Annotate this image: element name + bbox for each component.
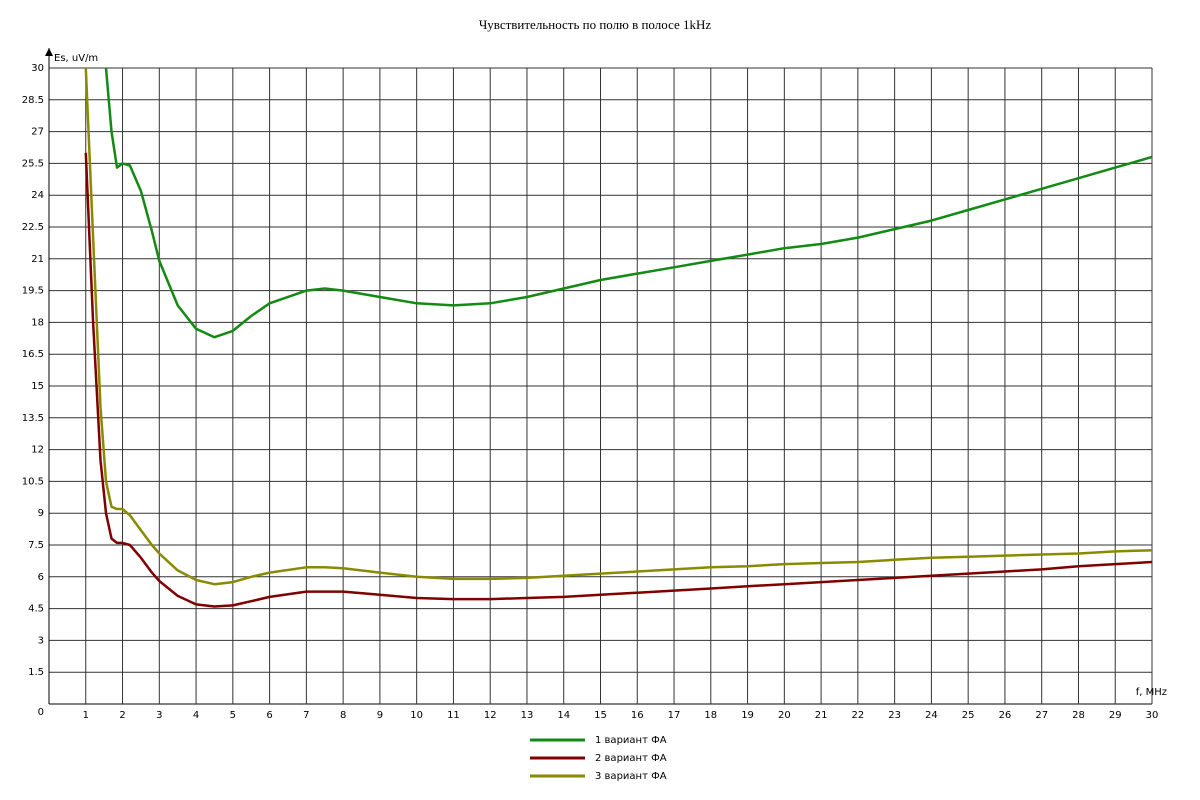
y-tick-label: 25.5: [22, 158, 44, 169]
x-tick-label: 13: [521, 710, 534, 721]
legend-label: 1 вариант ФА: [595, 735, 667, 746]
x-tick-label: 23: [888, 710, 901, 721]
y-tick-label: 19.5: [22, 286, 44, 297]
y-tick-label: 30: [31, 63, 44, 74]
y-tick-label: 7.5: [28, 540, 44, 551]
y-axis-label: Es, uV/m: [54, 53, 98, 64]
y-tick-label: 3: [38, 635, 44, 646]
x-tick-label: 26: [999, 710, 1012, 721]
x-tick-label: 30: [1146, 710, 1159, 721]
y-tick-label: 6: [38, 572, 44, 583]
series-line: [84, 152, 1152, 608]
y-tick-label: 4.5: [28, 604, 44, 615]
y-tick-label: 1.5: [28, 667, 44, 678]
y-tick-label: 22.5: [22, 222, 44, 233]
y-tick-label: 9: [38, 508, 44, 519]
x-tick-label: 28: [1072, 710, 1085, 721]
x-tick-label: 5: [230, 710, 236, 721]
x-tick-label: 9: [377, 710, 383, 721]
y-tick-label: 18: [31, 317, 44, 328]
x-tick-label: 16: [631, 710, 644, 721]
y-tick-label: 28.5: [22, 95, 44, 106]
x-tick-label: 4: [193, 710, 199, 721]
y-tick-label: 21: [31, 254, 44, 265]
x-tick-label: 8: [340, 710, 346, 721]
legend-label: 3 вариант ФА: [595, 771, 667, 782]
y-tick-label: 24: [31, 190, 44, 201]
x-tick-label: 3: [156, 710, 162, 721]
x-axis-label: f, MHz: [1136, 687, 1167, 698]
x-tick-label: 7: [303, 710, 309, 721]
x-tick-label: 27: [1035, 710, 1048, 721]
x-tick-label: 22: [851, 710, 864, 721]
x-tick-label: 20: [778, 710, 791, 721]
y-tick-label: 13.5: [22, 413, 44, 424]
series-line: [104, 68, 1152, 339]
x-tick-label: 17: [668, 710, 681, 721]
x-tick-label: 19: [741, 710, 754, 721]
series-line: [84, 68, 1152, 586]
y-tick-label: 16.5: [22, 349, 44, 360]
y-tick-label: 12: [31, 445, 44, 456]
x-tick-label: 18: [704, 710, 717, 721]
x-tick-label: 21: [815, 710, 828, 721]
legend-label: 2 вариант ФА: [595, 753, 667, 764]
x-tick-label: 1: [83, 710, 89, 721]
x-tick-label: 15: [594, 710, 607, 721]
chart-title: Чувствительность по полю в полосе 1kHz: [479, 17, 712, 32]
x-tick-label: 24: [925, 710, 938, 721]
y-tick-label: 0: [38, 707, 44, 718]
y-tick-label: 15: [31, 381, 44, 392]
x-tick-label: 10: [410, 710, 423, 721]
x-tick-label: 12: [484, 710, 497, 721]
y-tick-label: 27: [31, 127, 44, 138]
x-tick-label: 25: [962, 710, 975, 721]
x-tick-label: 29: [1109, 710, 1122, 721]
x-tick-label: 2: [119, 710, 125, 721]
y-tick-label: 10.5: [22, 476, 44, 487]
x-tick-label: 11: [447, 710, 460, 721]
x-tick-label: 14: [557, 710, 570, 721]
x-tick-label: 6: [266, 710, 272, 721]
y-axis-arrow: [45, 48, 53, 56]
